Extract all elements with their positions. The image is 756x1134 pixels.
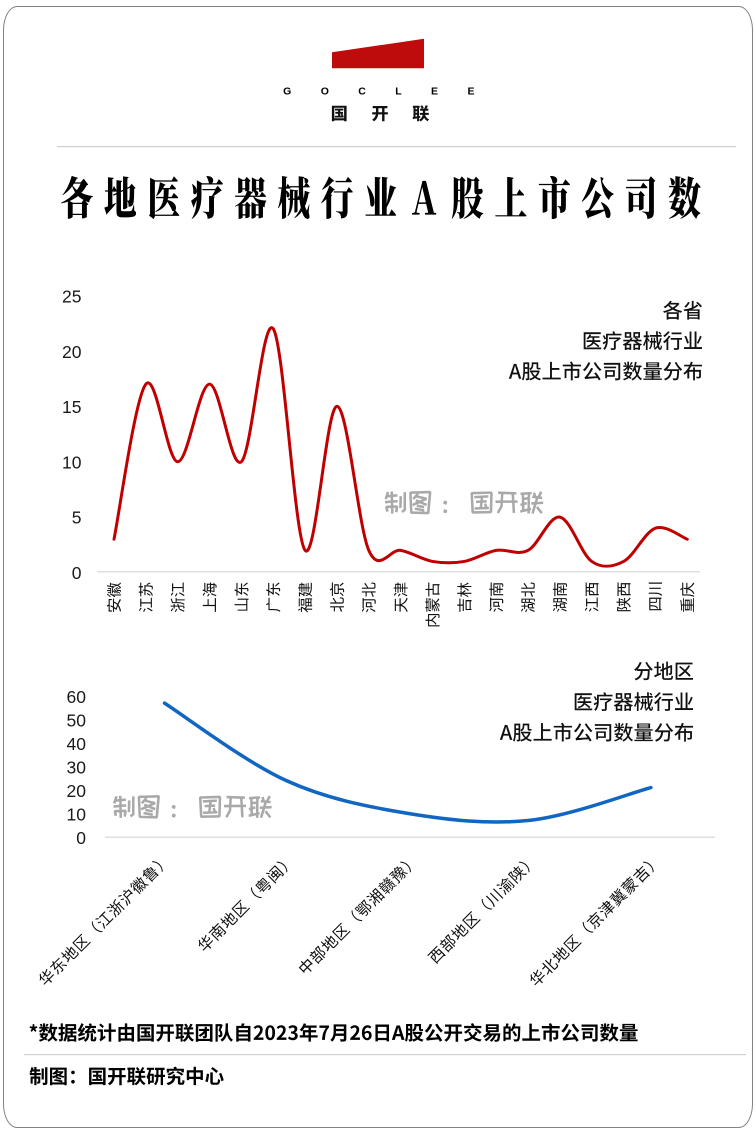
svg-text:20: 20 bbox=[67, 781, 87, 801]
svg-text:15: 15 bbox=[62, 397, 81, 417]
svg-text:5: 5 bbox=[72, 508, 82, 528]
svg-text:50: 50 bbox=[67, 711, 87, 731]
svg-text:20: 20 bbox=[62, 342, 82, 362]
svg-text:10: 10 bbox=[67, 804, 87, 824]
svg-text:40: 40 bbox=[67, 734, 87, 754]
svg-text:0: 0 bbox=[72, 563, 82, 583]
svg-text:60: 60 bbox=[67, 687, 87, 707]
svg-text:25: 25 bbox=[62, 287, 81, 307]
svg-text:0: 0 bbox=[76, 828, 86, 848]
svg-text:30: 30 bbox=[67, 757, 87, 777]
svg-text:10: 10 bbox=[62, 452, 82, 472]
svg-text:GOCLEE: GOCLEE bbox=[283, 86, 504, 98]
